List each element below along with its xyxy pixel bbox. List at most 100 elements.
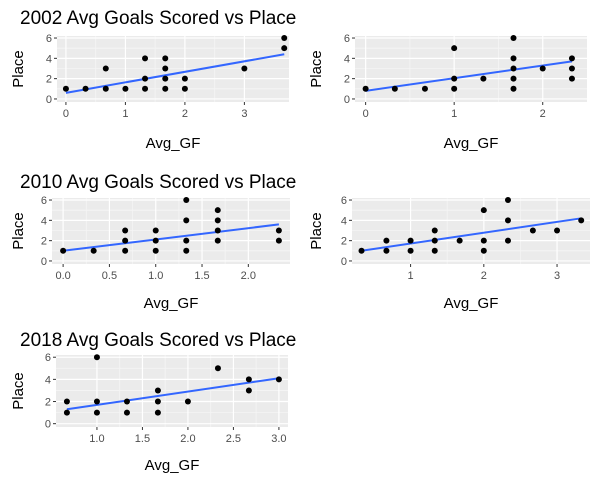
data-point	[539, 65, 546, 72]
data-point	[510, 75, 517, 82]
x-tick-label: 3.0	[271, 433, 286, 445]
data-point	[383, 237, 390, 244]
data-point	[154, 387, 161, 394]
data-point	[275, 376, 282, 383]
x-tick-label: 1.0	[148, 270, 163, 282]
data-point	[431, 227, 438, 234]
data-point	[183, 217, 190, 224]
data-point	[122, 237, 129, 244]
data-point	[60, 247, 67, 254]
data-point	[123, 409, 130, 416]
x-axis-label: Avg_GF	[144, 295, 199, 312]
chart-panel-3: 2010 Avg Goals Scored vs Place 0 2 4 6 0.0 0.5…	[10, 172, 296, 312]
y-tick-label: 6	[344, 33, 350, 45]
x-tick-label: 0	[63, 108, 69, 120]
data-point	[183, 247, 190, 254]
y-tick-label: 6	[41, 195, 47, 207]
y-tick-label: 2	[45, 397, 51, 409]
data-point	[93, 354, 100, 361]
data-point	[162, 65, 169, 72]
y-tick-label: 6	[46, 33, 52, 45]
data-point	[407, 237, 414, 244]
x-tick-label: 3	[554, 270, 560, 282]
data-point	[214, 217, 221, 224]
x-tick-label: 2.0	[241, 270, 256, 282]
y-tick-label: 2	[46, 74, 52, 86]
y-axis-label: Place	[10, 212, 27, 250]
data-point	[431, 237, 438, 244]
data-point	[152, 247, 159, 254]
data-point	[421, 85, 428, 92]
y-tick-label: 6	[341, 195, 347, 207]
data-point	[275, 227, 282, 234]
trend-line	[66, 377, 280, 411]
data-point	[102, 65, 109, 72]
data-point	[383, 247, 390, 254]
chart-title: 2010 Avg Goals Scored vs Place	[20, 172, 296, 193]
x-axis-label: Avg_GF	[146, 135, 201, 152]
chart-panel-1: 2002 Avg Goals Scored vs Place 0 2 4 6 0 1 2 3 Av…	[10, 8, 296, 152]
data-point	[142, 75, 149, 82]
data-point	[480, 237, 487, 244]
data-point	[90, 247, 97, 254]
y-tick-label: 2	[41, 236, 47, 248]
y-tick-label: 4	[45, 374, 51, 386]
data-point	[93, 398, 100, 405]
y-axis-label: Place	[308, 50, 325, 88]
data-point	[504, 237, 511, 244]
data-point	[162, 75, 169, 82]
x-axis-label: Avg_GF	[145, 457, 200, 474]
chart-panel-5: 2018 Avg Goals Scored vs Place 0 2 4 6 1.0 1.5…	[10, 330, 296, 474]
data-point	[358, 247, 365, 254]
data-point	[480, 75, 487, 82]
data-point	[431, 247, 438, 254]
data-point	[510, 55, 517, 62]
data-point	[568, 75, 575, 82]
data-point	[123, 398, 130, 405]
data-point	[214, 207, 221, 214]
data-point	[122, 247, 129, 254]
x-tick-label: 1.5	[135, 433, 150, 445]
data-point	[154, 398, 161, 405]
trend-line	[65, 53, 285, 94]
chart-title: 2018 Avg Goals Scored vs Place	[20, 330, 296, 351]
data-point	[162, 55, 169, 62]
data-point	[456, 237, 463, 244]
data-point	[181, 85, 188, 92]
data-point	[93, 409, 100, 416]
data-point	[510, 35, 517, 42]
x-tick-label: 0	[363, 108, 369, 120]
data-point	[82, 85, 89, 92]
data-point	[241, 65, 248, 72]
y-tick-label: 0	[341, 256, 347, 268]
data-point	[407, 247, 414, 254]
data-point	[102, 85, 109, 92]
data-point	[245, 376, 252, 383]
y-tick-label: 4	[341, 215, 347, 227]
y-tick-label: 4	[46, 53, 52, 65]
x-tick-label: 0.0	[55, 270, 70, 282]
data-point	[184, 398, 191, 405]
chart-panel-2: 2006 Avg Goals Scored vs Place0246012Avg…	[308, 33, 587, 152]
data-point	[142, 55, 149, 62]
plot-panel	[352, 198, 590, 264]
data-point	[122, 85, 129, 92]
data-point	[554, 227, 561, 234]
data-point	[181, 75, 188, 82]
x-tick-label: 1	[408, 270, 414, 282]
y-axis-label: Place	[10, 372, 27, 410]
x-tick-label: 2	[182, 108, 188, 120]
y-tick-label: 6	[45, 352, 51, 364]
x-tick-label: 3	[241, 108, 247, 120]
data-point	[63, 409, 70, 416]
plot-panel	[355, 36, 587, 102]
x-tick-label: 1	[122, 108, 128, 120]
data-point	[480, 247, 487, 254]
data-point	[63, 398, 70, 405]
x-tick-label: 2	[481, 270, 487, 282]
data-point	[152, 227, 159, 234]
y-tick-label: 2	[341, 236, 347, 248]
y-tick-label: 0	[41, 256, 47, 268]
y-tick-label: 0	[46, 94, 52, 106]
